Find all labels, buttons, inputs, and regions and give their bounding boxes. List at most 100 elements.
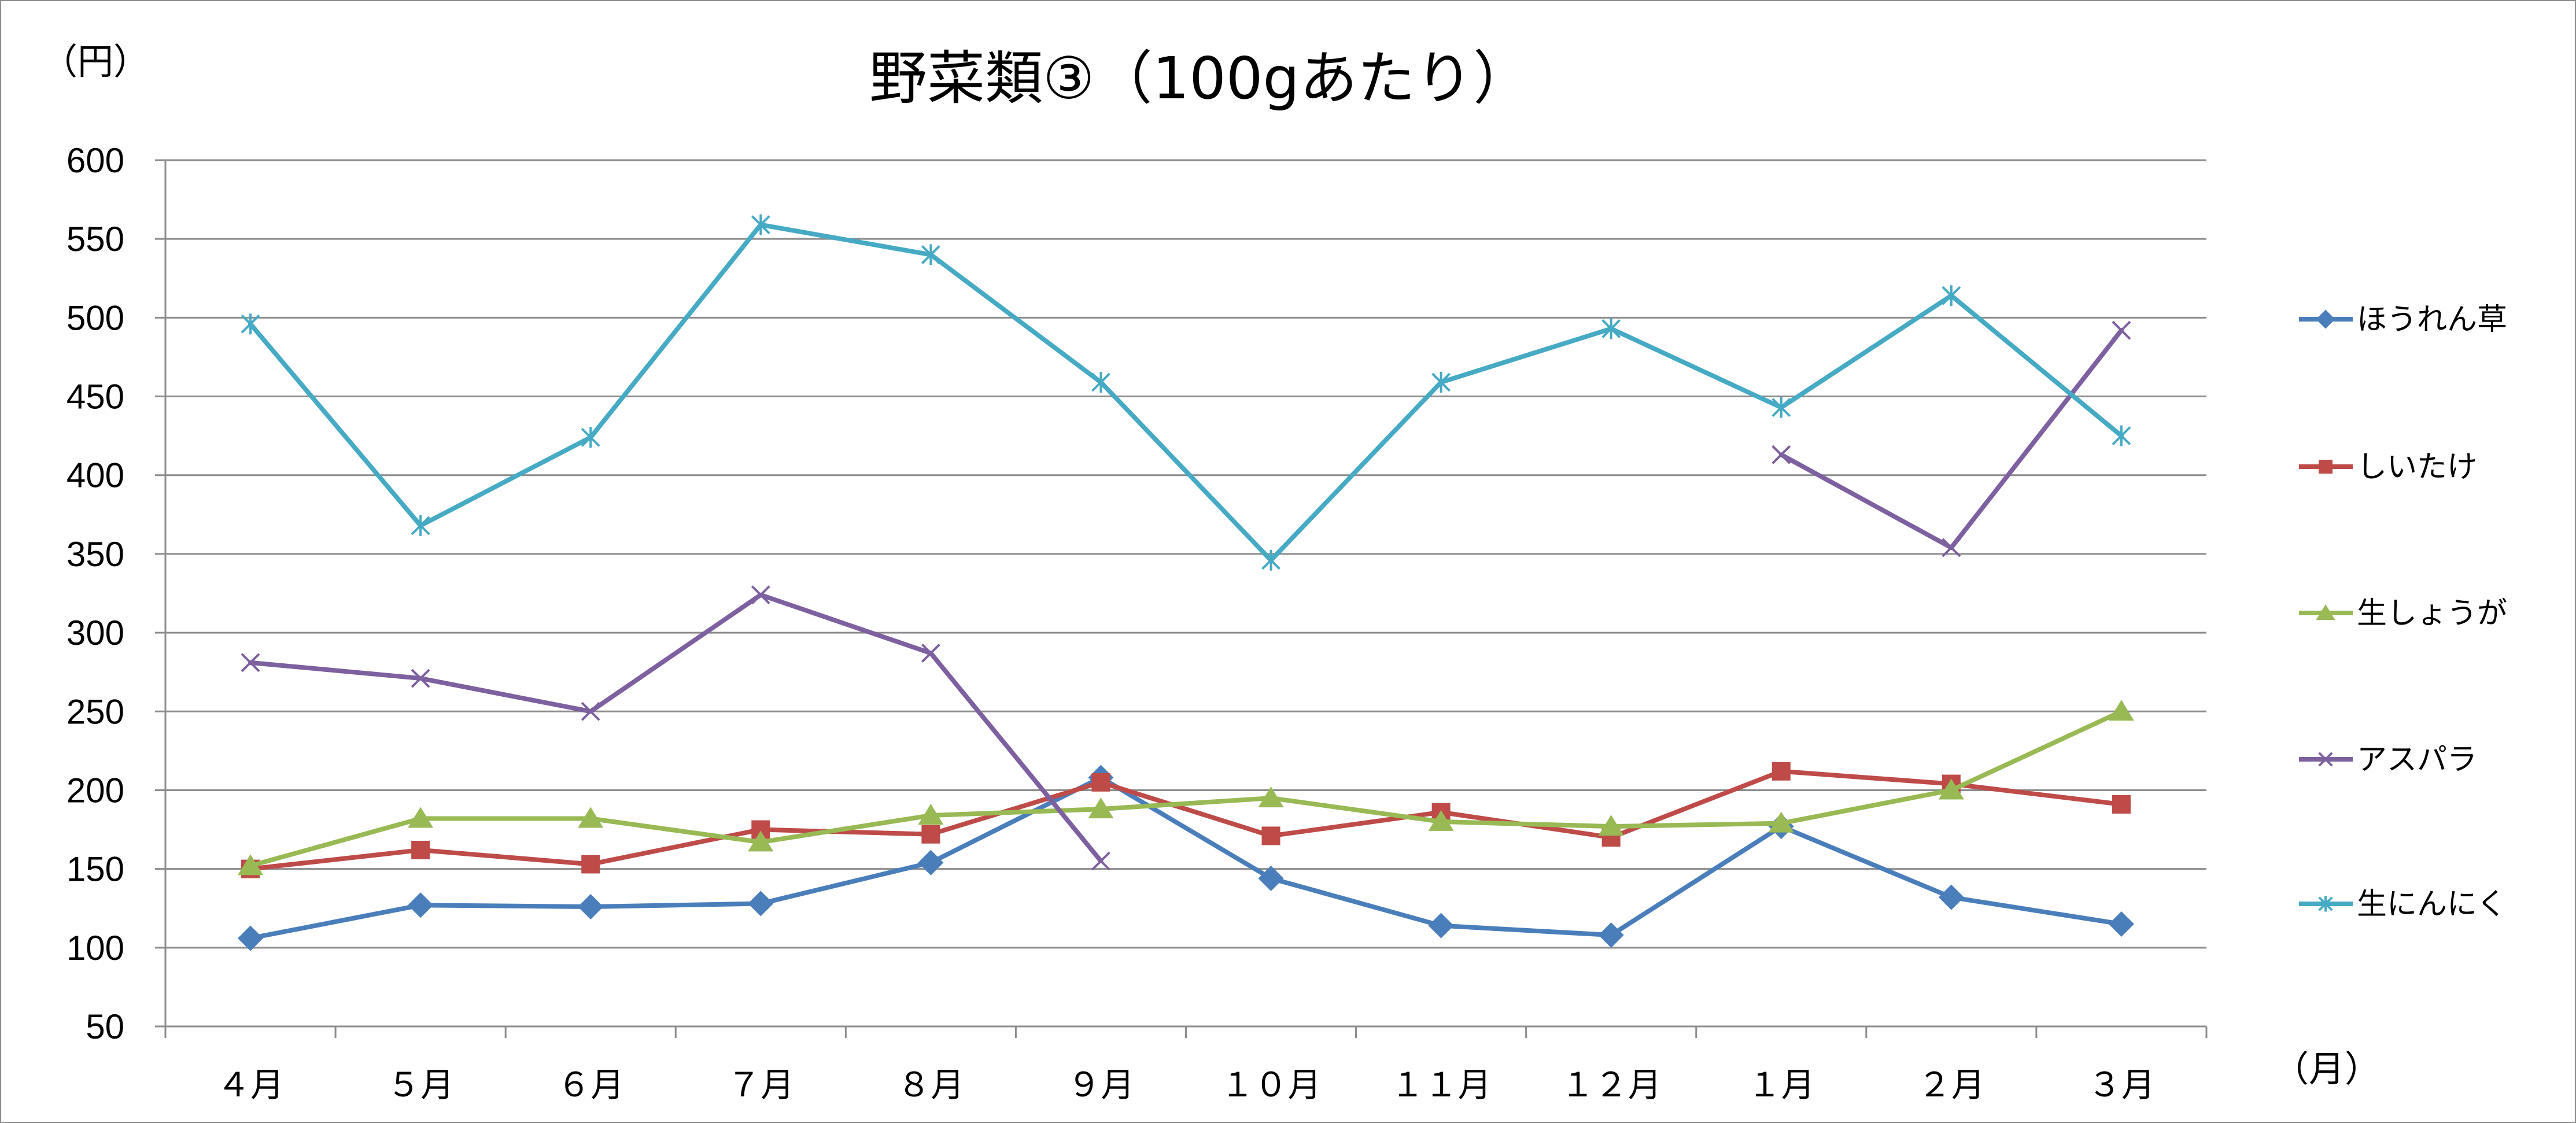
marker-triangle bbox=[918, 804, 944, 825]
x-tick-label: ３月 bbox=[2088, 1065, 2155, 1104]
legend-item: しいたけ bbox=[2299, 450, 2477, 485]
marker-star bbox=[1431, 372, 1451, 393]
x-tick-label: １月 bbox=[1748, 1065, 1815, 1104]
series-5 bbox=[241, 214, 2131, 571]
marker-diamond bbox=[748, 891, 774, 917]
series-line bbox=[248, 709, 2124, 869]
y-tick-label: 500 bbox=[67, 298, 124, 337]
legend-item: 生にんにく bbox=[2299, 887, 2507, 922]
marker-triangle bbox=[578, 807, 604, 828]
y-tick-label: 600 bbox=[67, 141, 124, 180]
series-line bbox=[248, 769, 2124, 871]
marker-star bbox=[411, 515, 430, 536]
marker-square bbox=[1772, 762, 1791, 781]
marker-diamond bbox=[1938, 884, 1964, 910]
marker-x bbox=[581, 701, 600, 721]
marker-star bbox=[751, 214, 770, 235]
x-tick-label: ２月 bbox=[1918, 1065, 1985, 1104]
y-tick-label: 50 bbox=[86, 1007, 124, 1046]
series-4 bbox=[241, 320, 2131, 871]
y-tick-label: 550 bbox=[67, 220, 124, 258]
marker-x bbox=[921, 644, 940, 663]
x-tick-labels: ４月 ５月 ６月 ７月 ８月 ９月 １０月 １１月 １２月 １月 ２月 ３月 bbox=[217, 1065, 2155, 1104]
marker-x bbox=[1772, 445, 1791, 464]
marker-triangle bbox=[1258, 786, 1284, 808]
y-tick-label: 200 bbox=[67, 771, 124, 810]
marker-diamond bbox=[408, 892, 434, 918]
legend-label: ほうれん草 bbox=[2357, 302, 2507, 337]
marker-square bbox=[2112, 795, 2131, 814]
legend-label: 生しょうが bbox=[2357, 596, 2507, 631]
legend-item: ほうれん草 bbox=[2299, 302, 2507, 337]
legend-item: アスパラ bbox=[2299, 742, 2477, 777]
marker-triangle bbox=[1428, 810, 1454, 831]
x-tick-label: ４月 bbox=[217, 1065, 284, 1104]
series-1 bbox=[238, 764, 2134, 951]
x-tick-label: １２月 bbox=[1561, 1065, 1662, 1104]
legend-label: しいたけ bbox=[2357, 450, 2477, 485]
marker-star bbox=[581, 427, 600, 448]
marker-x bbox=[751, 585, 770, 605]
marker-diamond bbox=[2108, 911, 2134, 937]
series-group bbox=[238, 214, 2134, 951]
series-line bbox=[248, 592, 1104, 864]
marker-triangle bbox=[1598, 815, 1624, 836]
marker-square bbox=[411, 840, 430, 859]
marker-x bbox=[2112, 320, 2131, 340]
marker-x bbox=[411, 668, 430, 688]
marker-triangle bbox=[1768, 811, 1794, 833]
marker-square bbox=[1091, 773, 1110, 792]
legend-label: アスパラ bbox=[2357, 742, 2477, 777]
marker-star bbox=[1772, 397, 1791, 418]
marker-star bbox=[241, 313, 260, 335]
marker-square bbox=[921, 825, 940, 844]
gridlines bbox=[165, 159, 2206, 949]
series-line bbox=[248, 222, 2124, 563]
marker-x bbox=[241, 653, 260, 673]
series-3 bbox=[238, 700, 2134, 876]
marker-diamond bbox=[918, 849, 944, 876]
marker-square bbox=[581, 855, 600, 874]
marker-diamond bbox=[1598, 922, 1624, 948]
x-tick-label: １０月 bbox=[1221, 1065, 1322, 1104]
x-axis-unit-label: （月） bbox=[2273, 1048, 2381, 1090]
marker-diamond bbox=[2316, 309, 2335, 329]
marker-triangle bbox=[1938, 778, 1964, 800]
marker-x bbox=[1091, 851, 1110, 871]
x-tick-label: ７月 bbox=[727, 1065, 794, 1104]
chart-title: 野菜類③（100gあたり） bbox=[869, 45, 1531, 112]
x-tick-label: ９月 bbox=[1067, 1065, 1134, 1104]
y-tick-label: 100 bbox=[67, 929, 124, 967]
marker-star bbox=[2318, 896, 2333, 912]
legend-item: 生しょうが bbox=[2299, 596, 2507, 631]
x-tick-label: ６月 bbox=[557, 1065, 624, 1104]
marker-triangle bbox=[2108, 700, 2134, 721]
marker-square bbox=[1261, 826, 1280, 845]
y-tick-label: 300 bbox=[67, 614, 124, 652]
marker-star bbox=[921, 244, 940, 265]
marker-triangle bbox=[408, 807, 434, 828]
marker-triangle bbox=[2316, 604, 2335, 620]
marker-x bbox=[1942, 538, 1961, 557]
y-tick-label: 450 bbox=[67, 378, 124, 416]
marker-star bbox=[1942, 285, 1961, 306]
y-axis-unit-label: （円） bbox=[42, 40, 149, 83]
series-line bbox=[1778, 328, 2124, 551]
marker-triangle bbox=[1088, 797, 1114, 819]
marker-triangle bbox=[238, 854, 264, 876]
y-tick-label: 350 bbox=[67, 535, 124, 574]
legend-label: 生にんにく bbox=[2357, 887, 2507, 922]
x-tick-label: ８月 bbox=[897, 1065, 964, 1104]
y-tick-label: 250 bbox=[67, 692, 124, 731]
marker-triangle bbox=[748, 830, 774, 852]
marker-diamond bbox=[578, 894, 604, 920]
x-tick-label: ５月 bbox=[387, 1065, 454, 1104]
y-tick-labels: 600 550 500 450 400 350 300 250 200 150 100 50 bbox=[67, 141, 124, 1046]
marker-diamond bbox=[1428, 913, 1454, 939]
x-tick-label: １１月 bbox=[1391, 1065, 1492, 1104]
marker-square bbox=[2319, 460, 2333, 474]
y-tick-label: 150 bbox=[67, 850, 124, 889]
marker-diamond bbox=[238, 925, 264, 951]
marker-x bbox=[2318, 752, 2333, 767]
